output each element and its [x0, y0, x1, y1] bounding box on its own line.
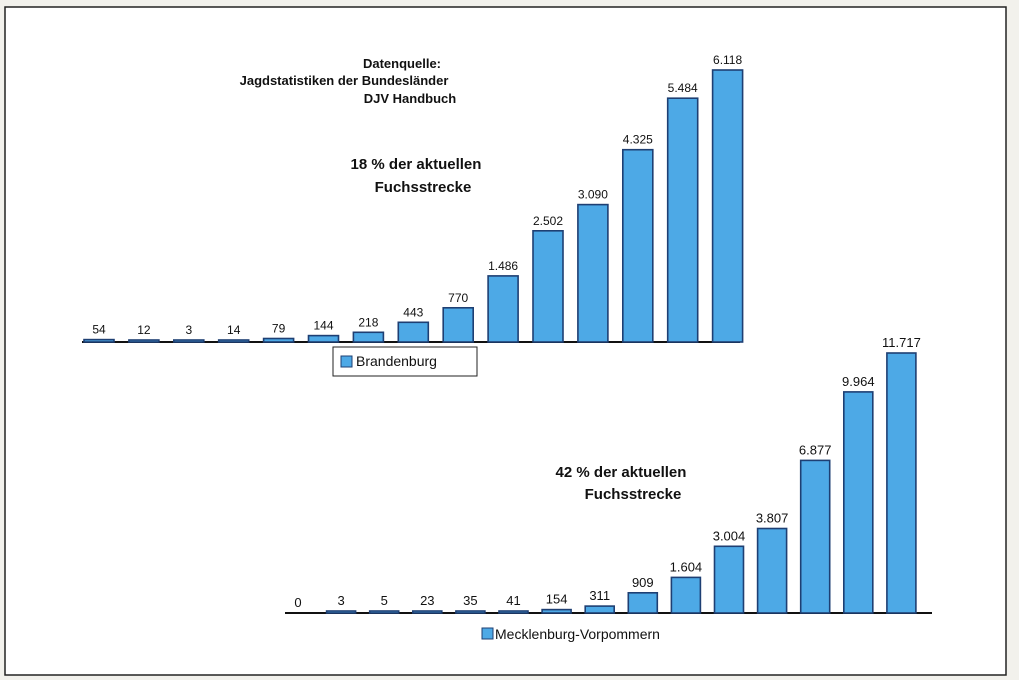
data-label-mv-4: 23	[420, 593, 434, 608]
bar-mv-3	[368, 610, 400, 614]
data-label-mv-5: 35	[463, 593, 477, 608]
legend-box-brandenburg	[332, 346, 478, 377]
data-label-brandenburg-10: 1.486	[488, 259, 518, 273]
bar-mv-4	[411, 610, 443, 614]
bar-mv-15	[886, 352, 917, 614]
data-label-mv-11: 3.004	[713, 528, 746, 543]
data-label-brandenburg-2: 12	[137, 323, 151, 337]
data-label-brandenburg-5: 79	[272, 322, 286, 336]
bar-brandenburg-5	[262, 337, 295, 343]
annotation-mv-line1: 42 % der aktuellen	[556, 464, 687, 481]
data-label-mv-13: 6.877	[799, 442, 832, 457]
bar-mv-8	[584, 605, 616, 614]
bar-mv-12	[756, 527, 788, 614]
bar-mv-13	[799, 459, 831, 614]
source-note-line1: Datenquelle:	[363, 56, 441, 71]
data-label-mv-14: 9.964	[842, 374, 875, 389]
source-note-line2: Jagdstatistiken der Bundesländer	[240, 73, 449, 88]
legend-label-brandenburg: Brandenburg	[356, 353, 437, 369]
data-label-brandenburg-11: 2.502	[533, 214, 563, 228]
data-label-mv-2: 3	[337, 593, 344, 608]
data-label-brandenburg-3: 3	[185, 323, 192, 337]
annotation-brandenburg-line2: Fuchsstrecke	[375, 179, 472, 196]
bars-brandenburg: 54 12 3 14 79 144 218 443 770 1.486 2.502 3.090 4.32…	[83, 53, 744, 343]
annotation-brandenburg-line1: 18 % der aktuellen	[351, 156, 482, 173]
data-label-mv-9: 909	[632, 575, 654, 590]
annotation-mv-line2: Fuchsstrecke	[585, 486, 682, 503]
data-label-mv-15: 11.717	[882, 335, 921, 350]
bar-mv-7	[541, 608, 572, 614]
legend-label-mv: Mecklenburg-Vorpommern	[495, 626, 660, 642]
data-label-mv-6: 41	[506, 593, 520, 608]
data-label-brandenburg-13: 4.325	[623, 133, 653, 147]
legend-swatch-mv	[481, 627, 494, 640]
bar-brandenburg-8	[397, 321, 430, 343]
bar-brandenburg-15	[711, 69, 744, 343]
bar-brandenburg-1	[83, 338, 115, 343]
legend-mv: Mecklenburg-Vorpommern	[481, 626, 660, 642]
bar-brandenburg-6	[307, 334, 340, 343]
bar-mv-2	[325, 610, 357, 614]
bar-mv-14	[842, 391, 874, 614]
data-label-brandenburg-9: 770	[448, 291, 468, 305]
bar-mv-11	[713, 545, 745, 614]
data-label-brandenburg-7: 218	[358, 315, 378, 329]
data-label-mv-1: 0	[294, 595, 301, 610]
bar-brandenburg-2	[128, 339, 160, 343]
bar-brandenburg-12	[577, 203, 609, 343]
legend-brandenburg: Brandenburg	[332, 346, 478, 377]
data-label-brandenburg-1: 54	[92, 323, 106, 337]
legend-swatch-brandenburg	[340, 355, 353, 368]
bar-brandenburg-10	[487, 275, 519, 343]
data-label-mv-7: 154	[546, 592, 568, 607]
bar-mv-5	[455, 610, 486, 614]
bar-mv-10	[670, 576, 702, 614]
bar-mv-9	[627, 591, 659, 614]
bar-brandenburg-11	[532, 230, 564, 343]
data-label-brandenburg-8: 443	[403, 305, 423, 319]
source-note-line3: DJV Handbuch	[364, 91, 457, 106]
bar-brandenburg-9	[442, 306, 475, 343]
data-label-brandenburg-12: 3.090	[578, 188, 608, 202]
data-label-brandenburg-4: 14	[227, 323, 241, 337]
data-label-brandenburg-14: 5.484	[668, 81, 698, 95]
data-label-brandenburg-15: 6.118	[713, 53, 742, 67]
bars-mv: 0 3 5 23 35 41 154 3119091.6043.0043.8076.8779.…	[294, 335, 921, 614]
bar-brandenburg-13	[621, 148, 654, 343]
bar-brandenburg-14	[666, 97, 699, 343]
data-label-brandenburg-6: 144	[313, 319, 333, 333]
data-label-mv-12: 3.807	[756, 511, 789, 526]
bar-brandenburg-3	[173, 339, 205, 343]
bar-brandenburg-7	[352, 331, 385, 343]
bar-mv-6	[498, 610, 529, 614]
data-label-mv-10: 1.604	[670, 559, 703, 574]
data-label-mv-3: 5	[381, 593, 388, 608]
data-label-mv-8: 311	[589, 588, 610, 603]
bar-brandenburg-4	[217, 339, 250, 343]
